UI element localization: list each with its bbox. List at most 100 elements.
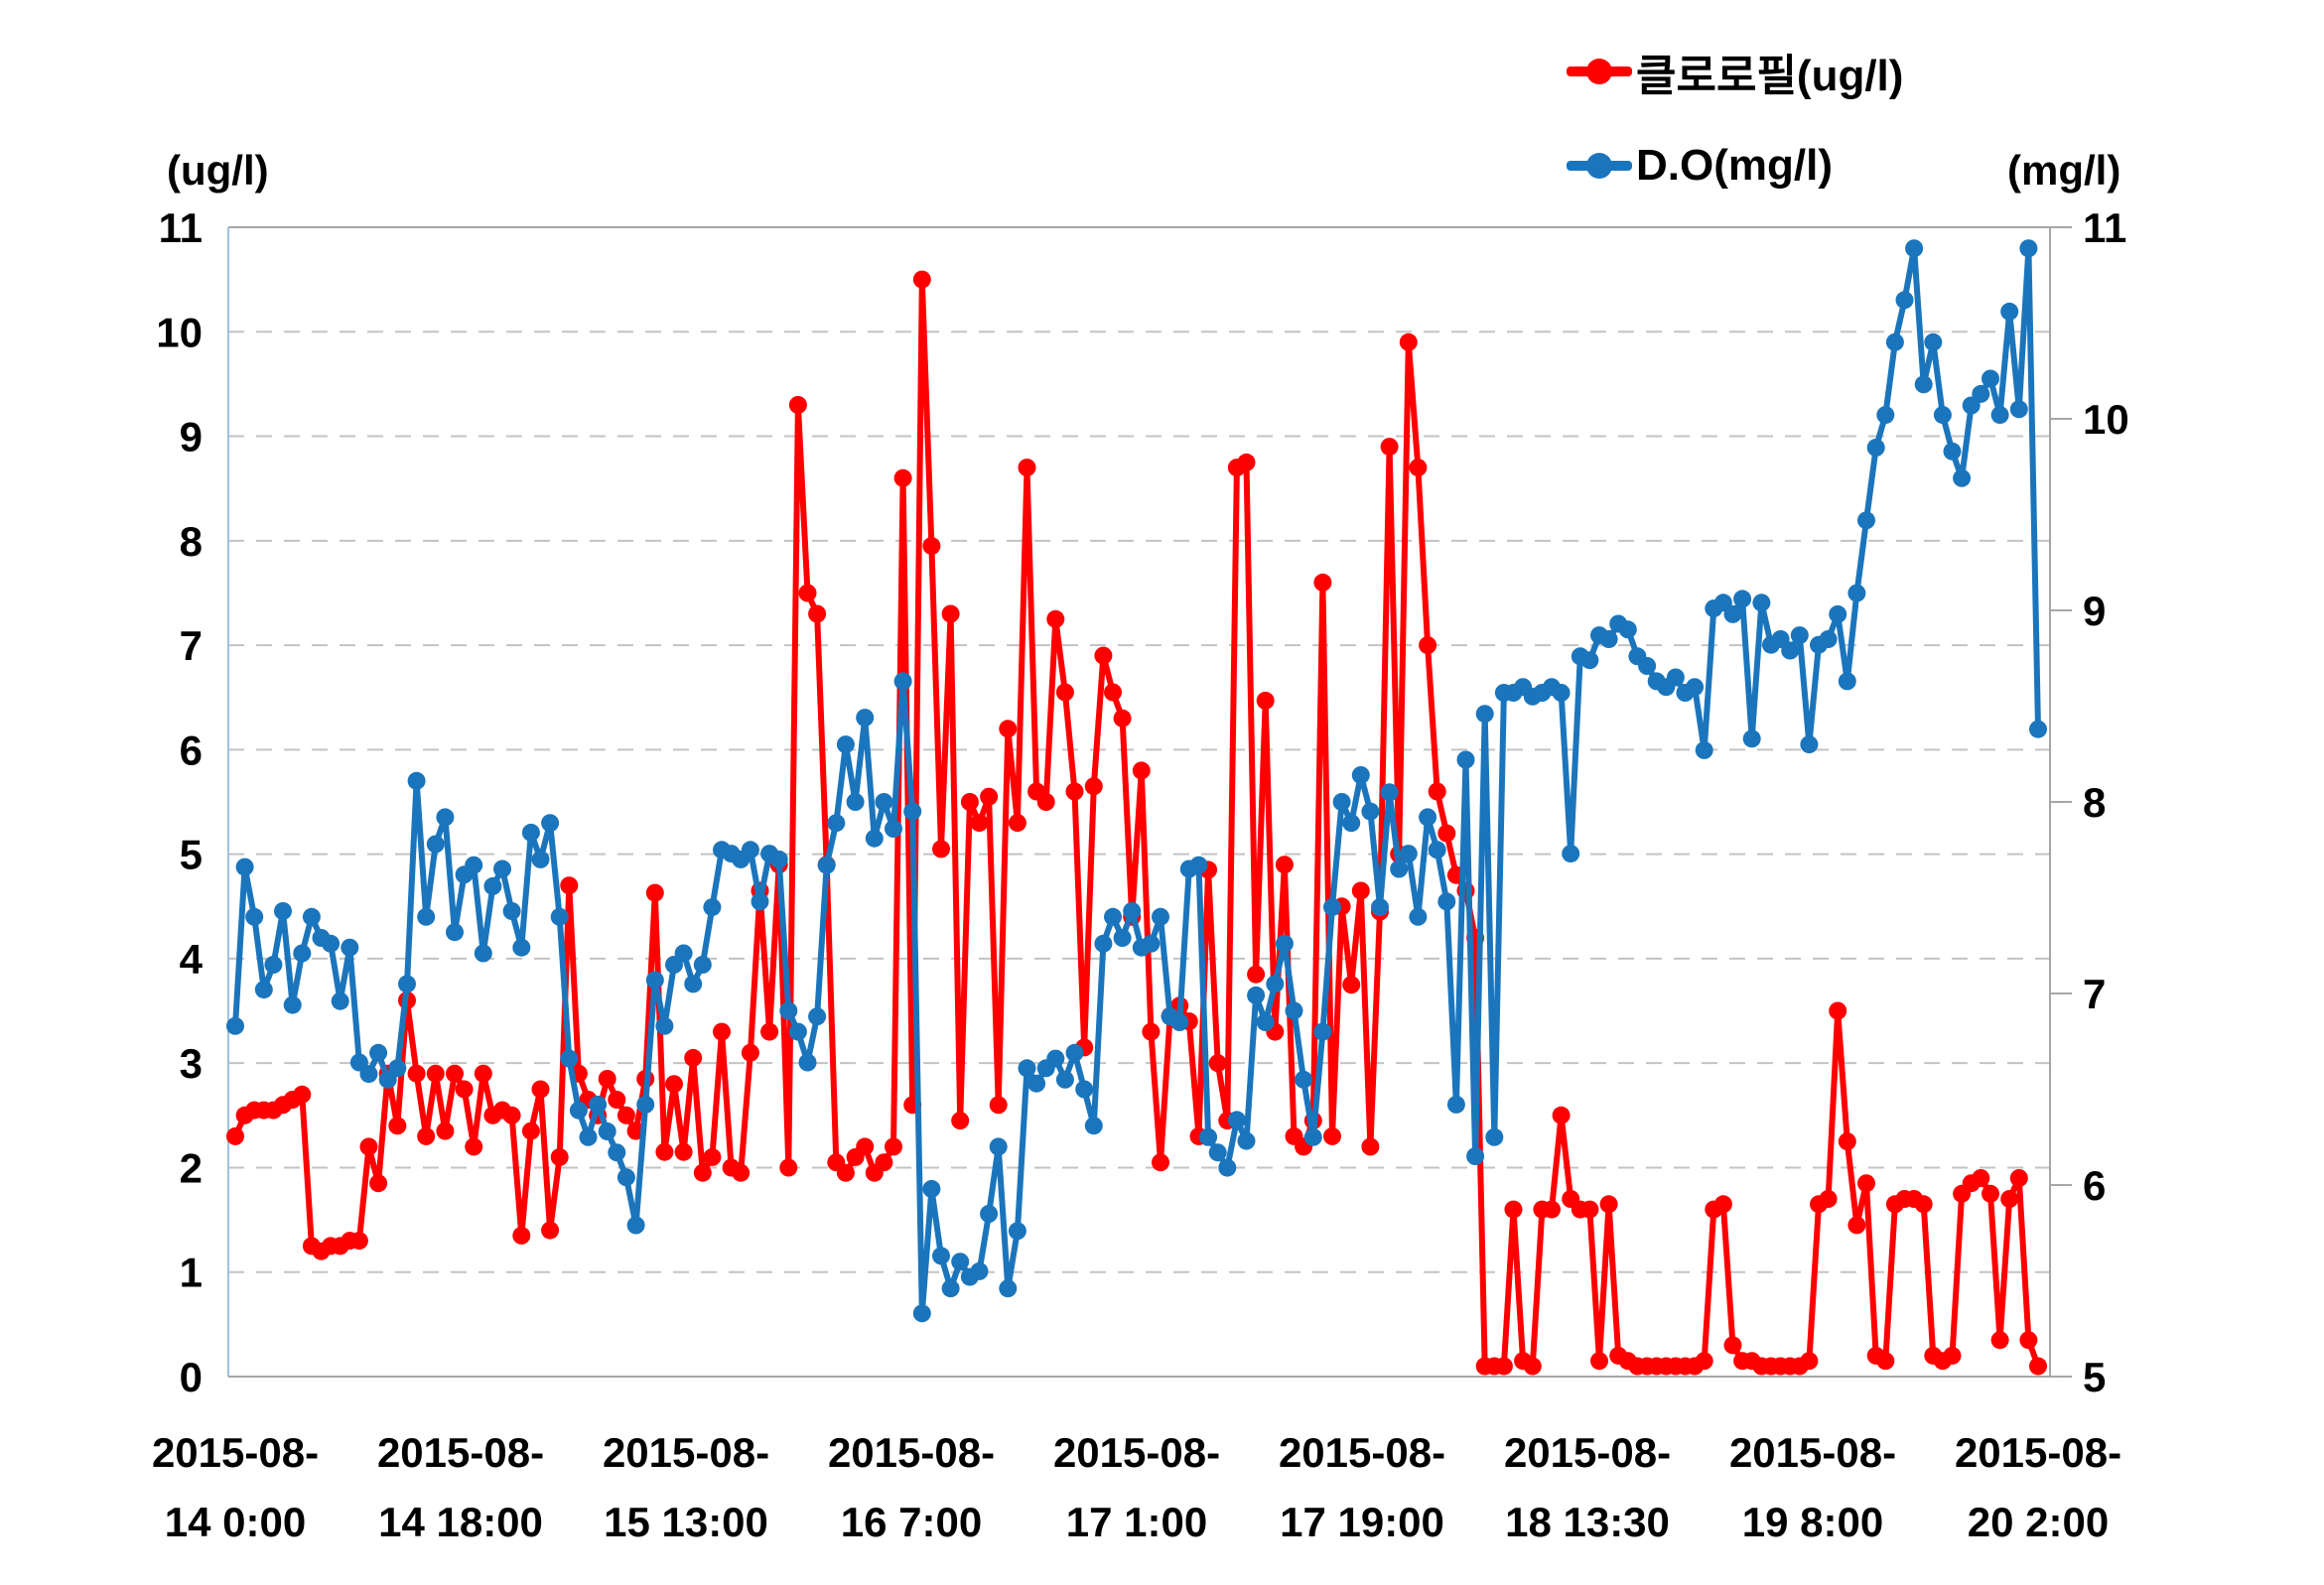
chlorophyll-point [1494,1357,1513,1376]
do-point [1027,1074,1046,1093]
do-point [636,1095,655,1114]
do-point [1475,705,1494,724]
chlorophyll-point [436,1122,455,1140]
do-point [1170,1013,1189,1031]
chlorophyll-point [541,1221,560,1240]
chlorophyll-point [388,1117,407,1135]
do-point [235,858,254,876]
do-point [569,1101,588,1120]
do-point [512,938,531,957]
chlorophyll-point [1036,793,1055,811]
do-point [1008,1222,1026,1241]
chlorophyll-point [226,1126,244,1145]
do-point [798,1053,817,1072]
do-point [426,835,445,854]
chlorophyll-series [226,270,2047,1376]
do-point [836,735,855,754]
do-point [626,1216,645,1235]
do-point [474,944,492,963]
do-point [693,956,712,974]
chlorophyll-point [703,1147,722,1166]
do-point [1323,898,1341,917]
chlorophyll-point [474,1064,492,1083]
chlorophyll-point [951,1112,970,1130]
chlorophyll-point [1132,761,1151,780]
chlorophyll-point [1599,1195,1618,1214]
chlorophyll-point [713,1022,731,1041]
chlorophyll-point [1914,1195,1933,1214]
do-point [885,820,902,838]
chlorophyll-point [1829,1001,1847,1020]
do-series-marker-icon [1567,153,1632,179]
x-axis-tick-label: 2015-08- [828,1429,995,1476]
do-point [970,1261,989,1280]
left-axis-tick-label: 11 [159,204,203,251]
do-point [769,850,788,868]
chlorophyll-point [1342,976,1361,994]
do-point [1562,845,1580,863]
do-point [1790,626,1809,645]
do-point [398,975,416,993]
do-point [1428,841,1446,859]
do-point [369,1043,388,1062]
do-point [674,944,693,963]
do-point [541,814,560,833]
chlorophyll-point [856,1137,875,1156]
chlorophyll-point [349,1232,368,1251]
do-point [1237,1131,1256,1150]
do-point [407,771,426,790]
do-point [875,793,893,811]
chlorophyll-point [2029,1357,2047,1376]
do-point [1227,1111,1246,1129]
do-point [703,898,722,917]
chlorophyll-point [798,584,817,602]
legend-item-chlorophyll: 클로로필(ug/l) [1567,40,1903,103]
x-axis-tick-label: 17 19:00 [1280,1499,1444,1545]
do-point [1800,735,1819,754]
x-axis-tick-label: 14 0:00 [165,1499,306,1545]
do-point [684,975,703,993]
do-point [1199,1127,1218,1146]
chlorophyll-point [1152,1153,1169,1172]
right-axis-tick-label: 10 [2083,396,2129,443]
do-point [1437,892,1456,911]
do-point [1018,1059,1036,1078]
do-point [254,981,273,999]
chlorophyll-point [426,1064,445,1083]
do-point [903,802,922,821]
left-axis-tick-label: 8 [180,518,203,565]
chlorophyll-point [1982,1184,1999,1203]
do-point [1933,406,1952,425]
chlorophyll-point [1504,1200,1523,1219]
chlorophyll-point [531,1080,550,1099]
chlorophyll-point [446,1064,464,1083]
do-point [1924,332,1943,351]
do-point [1084,1117,1103,1135]
chlorophyll-point [1084,777,1103,796]
chlorophyll-point [1380,438,1399,457]
chlorophyll-point [1237,453,1256,471]
chlorophyll-point [1419,636,1437,655]
chlorophyll-point [1838,1132,1856,1151]
do-point [932,1247,950,1265]
do-point [1781,641,1800,660]
do-point [1914,375,1933,394]
chlorophyll-point [560,876,579,895]
do-point [1351,766,1370,784]
do-point [827,814,846,833]
x-axis-tick-label: 19 8:00 [1742,1499,1883,1545]
x-axis-tick-label: 15 13:00 [604,1499,768,1545]
do-point [808,1007,827,1026]
chlorophyll-point [1543,1200,1561,1219]
chlorophyll-point [417,1126,436,1145]
do-point [912,1304,931,1323]
do-point [226,1016,244,1035]
do-point [1686,678,1705,697]
do-series [226,239,2047,1323]
do-point [521,823,540,842]
do-point [645,971,664,990]
chlorophyll-point [293,1085,312,1104]
do-point [1390,859,1409,878]
do-point [616,1168,635,1187]
